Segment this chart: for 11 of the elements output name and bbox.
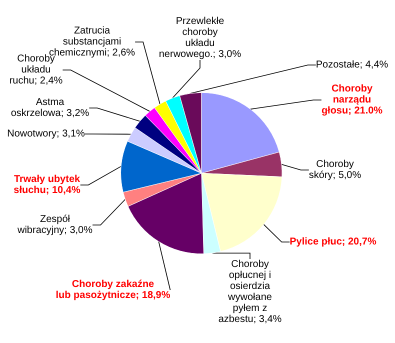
slice-label: Pylice płuc; 20,7% xyxy=(290,236,376,248)
slice-label: Zespół wibracyjny; 3,0% xyxy=(16,214,93,236)
slice-label: Astma oskrzelowa; 3,2% xyxy=(10,97,90,119)
slice-label: Choroby skóry; 5,0% xyxy=(308,159,362,181)
slice-label: Choroby zakaźne lub pasożytnicze; 18,9% xyxy=(56,279,170,301)
slice-label: Choroby narządu głosu; 21.0% xyxy=(321,84,383,116)
slice-label: Nowotwory; 3,1% xyxy=(7,128,86,140)
slice-label: Przewlekłe choroby układu nerwowego.; 3,0% xyxy=(158,16,242,60)
slice-label: Trwały ubytek słuchu; 10,4% xyxy=(14,174,81,196)
slice-label: Pozostałe; 4,4% xyxy=(316,60,388,70)
slice-label: Choroby opłucnej i osierdzia wywołane pyłem z azbestu; 3,4% xyxy=(218,259,282,325)
